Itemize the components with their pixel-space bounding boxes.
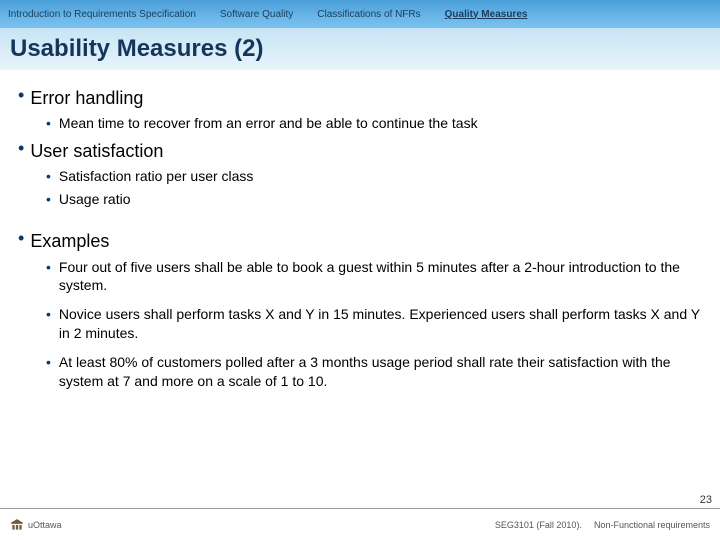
subbullet: • Usage ratio [46,190,702,209]
bullet-error-handling: • Error handling [18,86,702,110]
subbullet: • Mean time to recover from an error and… [46,114,702,133]
bullet-examples: • Examples [18,229,702,253]
footer-right: SEG3101 (Fall 2010). Non-Functional requ… [495,520,710,530]
footer-logo: uOttawa [10,518,62,532]
slide-content: • Error handling • Mean time to recover … [0,70,720,391]
subbullet-text: Novice users shall perform tasks X and Y… [59,305,702,343]
subbullet-text: Satisfaction ratio per user class [59,167,254,186]
bullet-dot-icon: • [46,258,51,276]
bullet-dot-icon: • [46,167,51,185]
nav-item-classifications[interactable]: Classifications of NFRs [317,9,420,20]
bullet-dot-icon: • [18,86,24,104]
bullet-text: Error handling [30,86,143,110]
bullet-text: User satisfaction [30,139,163,163]
bullet-dot-icon: • [46,305,51,323]
bullet-user-satisfaction: • User satisfaction [18,139,702,163]
subbullet: • Satisfaction ratio per user class [46,167,702,186]
footer-course: SEG3101 (Fall 2010). [495,520,582,530]
bullet-dot-icon: • [46,114,51,132]
bullet-dot-icon: • [18,229,24,247]
bullet-dot-icon: • [18,139,24,157]
page-number: 23 [700,494,712,506]
subbullet: • Novice users shall perform tasks X and… [46,305,702,343]
subbullet: • At least 80% of customers polled after… [46,353,702,391]
nav-item-quality[interactable]: Software Quality [220,9,293,20]
bullet-dot-icon: • [46,190,51,208]
footer-topic: Non-Functional requirements [594,520,710,530]
nav-item-intro[interactable]: Introduction to Requirements Specificati… [8,9,196,20]
subbullet: • Four out of five users shall be able t… [46,258,702,296]
title-band: Usability Measures (2) [0,28,720,70]
subbullet-text: Mean time to recover from an error and b… [59,114,478,133]
bullet-dot-icon: • [46,353,51,371]
nav-item-measures[interactable]: Quality Measures [445,9,528,20]
footer: uOttawa SEG3101 (Fall 2010). Non-Functio… [0,508,720,540]
university-icon [10,518,24,532]
subbullet-text: Usage ratio [59,190,131,209]
subbullet-text: Four out of five users shall be able to … [59,258,702,296]
bullet-text: Examples [30,229,109,253]
footer-logo-text: uOttawa [28,520,62,530]
slide-title: Usability Measures (2) [10,35,263,63]
top-nav: Introduction to Requirements Specificati… [0,0,720,28]
subbullet-text: At least 80% of customers polled after a… [59,353,702,391]
